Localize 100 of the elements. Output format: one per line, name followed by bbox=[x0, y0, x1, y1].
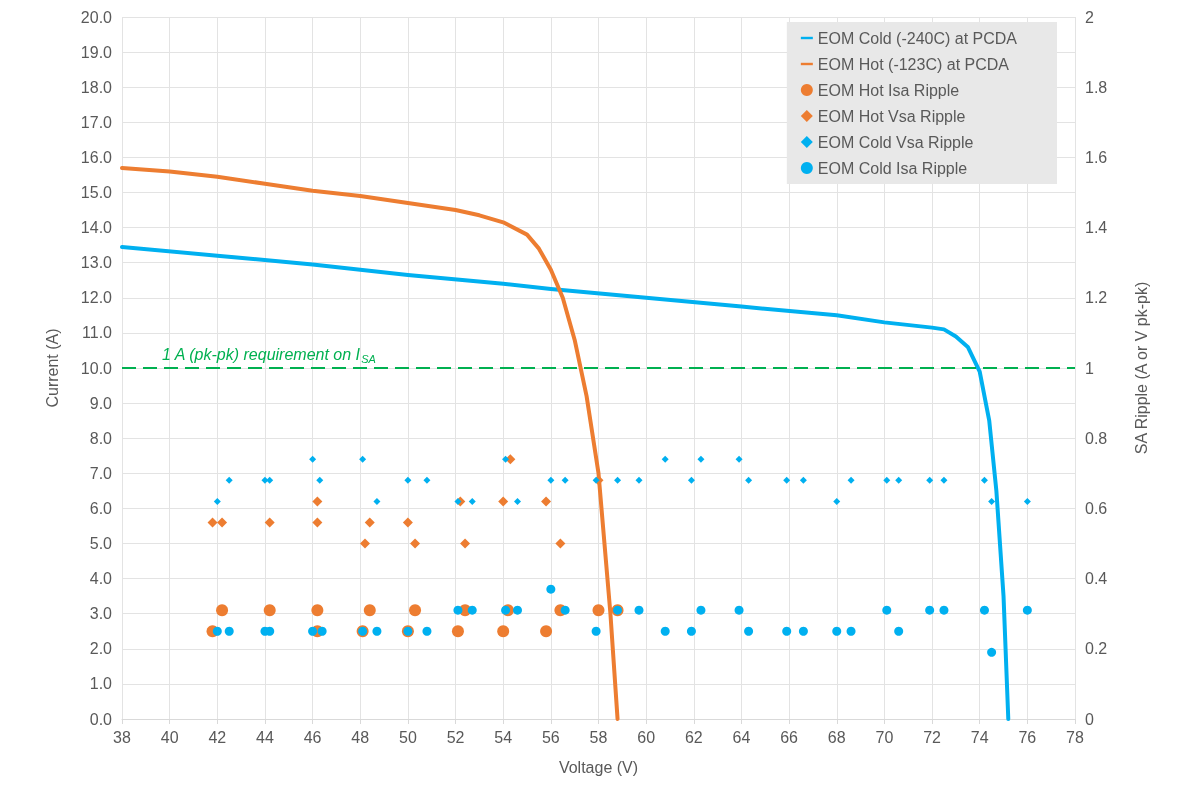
point bbox=[560, 605, 570, 615]
point bbox=[409, 604, 422, 617]
x-tick-label: 70 bbox=[875, 728, 894, 746]
y-tick-label: 5.0 bbox=[89, 535, 113, 552]
x-tick-label: 46 bbox=[303, 728, 322, 746]
point bbox=[217, 517, 228, 528]
x-tick-label: 66 bbox=[780, 728, 799, 746]
y-tick-label: 12.0 bbox=[80, 289, 113, 307]
point bbox=[745, 476, 753, 484]
point bbox=[225, 476, 233, 484]
point bbox=[833, 497, 841, 505]
y2-tick-label: 0 bbox=[1085, 710, 1094, 728]
point bbox=[453, 605, 463, 615]
point bbox=[317, 626, 327, 636]
point bbox=[635, 476, 643, 484]
point bbox=[547, 476, 555, 484]
y-tick-label: 10.0 bbox=[80, 359, 113, 377]
point bbox=[216, 604, 229, 617]
x-tick-label: 76 bbox=[1018, 728, 1037, 746]
x-tick-label: 52 bbox=[446, 728, 465, 746]
y2-tick-label: 0.6 bbox=[1085, 499, 1108, 517]
point bbox=[224, 626, 234, 636]
point bbox=[502, 455, 510, 463]
legend-label: EOM Cold (-240C) at PCDA bbox=[817, 29, 1018, 47]
point bbox=[660, 626, 670, 636]
x-axis-title: Voltage (V) bbox=[558, 758, 639, 776]
y-tick-label: 11.0 bbox=[82, 324, 113, 342]
point bbox=[468, 497, 476, 505]
point bbox=[540, 625, 553, 638]
y-tick-label: 19.0 bbox=[80, 43, 113, 61]
point bbox=[555, 538, 566, 549]
point bbox=[846, 626, 856, 636]
x-tick-label: 54 bbox=[494, 728, 513, 746]
y-tick-label: 9.0 bbox=[89, 394, 113, 412]
point bbox=[422, 626, 432, 636]
point bbox=[497, 625, 510, 638]
x-tick-label: 48 bbox=[351, 728, 370, 746]
point bbox=[423, 476, 431, 484]
y-tick-label: 18.0 bbox=[80, 78, 113, 96]
point bbox=[311, 604, 324, 617]
y2-tick-label: 0.4 bbox=[1085, 570, 1108, 588]
point bbox=[782, 626, 792, 636]
y-axis-title: Current (A) bbox=[43, 328, 61, 408]
point bbox=[1023, 497, 1031, 505]
point bbox=[940, 476, 948, 484]
point bbox=[402, 517, 413, 528]
x-tick-label: 72 bbox=[923, 728, 942, 746]
point bbox=[308, 626, 318, 636]
point bbox=[363, 604, 376, 617]
y2-tick-label: 1.8 bbox=[1085, 78, 1108, 96]
point bbox=[312, 496, 323, 507]
point bbox=[541, 496, 552, 507]
y-tick-label: 4.0 bbox=[89, 570, 113, 588]
point bbox=[744, 626, 754, 636]
point bbox=[882, 605, 892, 615]
y2-tick-label: 0.8 bbox=[1085, 429, 1108, 447]
y-tick-label: 3.0 bbox=[89, 605, 113, 623]
point bbox=[1022, 605, 1032, 615]
point bbox=[212, 626, 222, 636]
x-tick-label: 64 bbox=[732, 728, 751, 746]
y-tick-label: 6.0 bbox=[89, 499, 113, 517]
point bbox=[696, 605, 706, 615]
point bbox=[546, 584, 556, 594]
x-tick-label: 56 bbox=[541, 728, 560, 746]
y-tick-label: 0.0 bbox=[89, 710, 113, 728]
y-tick-label: 8.0 bbox=[89, 429, 113, 447]
point bbox=[372, 626, 382, 636]
legend-label: EOM Hot (-123C) at PCDA bbox=[817, 55, 1010, 73]
point bbox=[894, 626, 904, 636]
legend-label: EOM Hot Vsa Ripple bbox=[817, 107, 966, 125]
x-tick-label: 44 bbox=[256, 728, 274, 746]
point bbox=[895, 476, 903, 484]
point bbox=[799, 476, 807, 484]
point bbox=[925, 605, 935, 615]
point bbox=[926, 476, 934, 484]
y-tick-label: 14.0 bbox=[80, 219, 113, 237]
point bbox=[263, 604, 276, 617]
point bbox=[697, 455, 705, 463]
y-tick-label: 15.0 bbox=[80, 184, 113, 201]
point bbox=[316, 476, 324, 484]
point bbox=[309, 455, 317, 463]
y-tick-label: 16.0 bbox=[80, 148, 113, 166]
point bbox=[832, 626, 842, 636]
y2-tick-label: 1.2 bbox=[1085, 289, 1108, 307]
point bbox=[467, 605, 477, 615]
point bbox=[735, 455, 743, 463]
point bbox=[460, 538, 471, 549]
point bbox=[592, 476, 600, 484]
x-tick-label: 42 bbox=[208, 728, 227, 746]
point bbox=[373, 497, 381, 505]
point bbox=[264, 517, 275, 528]
point bbox=[513, 497, 521, 505]
point bbox=[798, 626, 808, 636]
point bbox=[883, 476, 891, 484]
x-tick-label: 68 bbox=[827, 728, 846, 746]
y2-tick-label: 1.6 bbox=[1085, 148, 1108, 166]
y-tick-label: 7.0 bbox=[89, 464, 113, 482]
y-tick-label: 1.0 bbox=[89, 675, 113, 693]
y-tick-label: 17.0 bbox=[80, 113, 113, 131]
point bbox=[661, 455, 669, 463]
